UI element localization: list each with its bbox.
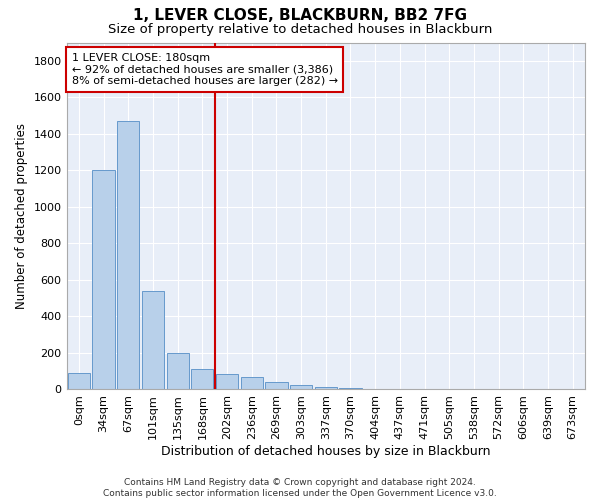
Bar	[314, 388, 337, 389]
Bar	[216, 374, 238, 389]
Bar	[265, 382, 287, 389]
Text: Contains HM Land Registry data © Crown copyright and database right 2024.
Contai: Contains HM Land Registry data © Crown c…	[103, 478, 497, 498]
Bar	[340, 388, 362, 389]
Text: Size of property relative to detached houses in Blackburn: Size of property relative to detached ho…	[108, 22, 492, 36]
Bar	[68, 372, 90, 389]
Bar	[117, 121, 139, 389]
Bar	[241, 377, 263, 389]
Y-axis label: Number of detached properties: Number of detached properties	[15, 123, 28, 309]
Bar	[142, 290, 164, 389]
Bar	[92, 170, 115, 389]
Text: 1 LEVER CLOSE: 180sqm
← 92% of detached houses are smaller (3,386)
8% of semi-de: 1 LEVER CLOSE: 180sqm ← 92% of detached …	[72, 53, 338, 86]
Bar	[290, 386, 312, 389]
Text: 1, LEVER CLOSE, BLACKBURN, BB2 7FG: 1, LEVER CLOSE, BLACKBURN, BB2 7FG	[133, 8, 467, 22]
X-axis label: Distribution of detached houses by size in Blackburn: Distribution of detached houses by size …	[161, 444, 491, 458]
Bar	[167, 352, 189, 389]
Bar	[191, 369, 214, 389]
